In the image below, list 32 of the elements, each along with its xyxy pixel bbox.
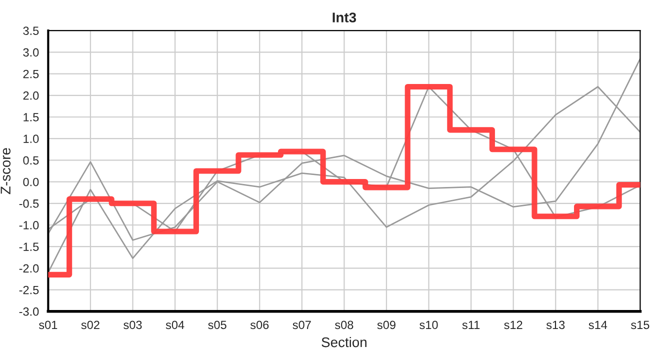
y-tick-label: 0.5 [23,156,39,165]
x-tick-label: s05 [208,320,226,330]
y-tick-label: -3.0 [19,307,39,316]
x-tick-label: s12 [504,320,522,330]
x-tick-label: s06 [250,320,269,330]
y-tick-label: 1.0 [24,134,39,143]
y-tick-label: 2.0 [23,91,39,100]
y-tick-label: -1.5 [19,242,39,251]
x-tick-label: s09 [377,320,396,330]
y-tick-label: 3.0 [23,48,39,57]
x-tick-label: s11 [462,320,480,330]
chart-title: Int3 [332,12,356,22]
y-tick-label: 2.5 [23,70,39,78]
x-tick-label: s02 [81,320,100,330]
y-tick-label: 0.0 [23,178,39,186]
y-tick-label: -2.0 [19,264,39,273]
y-tick-label: 1.5 [24,113,39,122]
x-tick-label: s08 [335,320,354,330]
x-tick-label: s13 [546,320,565,330]
x-tick-label: s10 [420,320,438,330]
x-tick-label: s14 [588,320,608,330]
y-tick-label: 3.5 [23,26,39,35]
y-tick-label: -2.5 [19,286,39,294]
x-axis-title: Section [322,336,366,348]
x-tick-label: s15 [631,320,650,330]
y-tick-label: -0.5 [19,199,39,208]
x-tick-label: s07 [292,320,311,330]
y-tick-label: -1.0 [19,221,39,230]
y-axis-title: Z-score [0,148,11,194]
x-tick-label: s01 [38,320,58,330]
x-tick-label: s03 [124,320,142,330]
x-tick-label: s04 [166,320,184,330]
